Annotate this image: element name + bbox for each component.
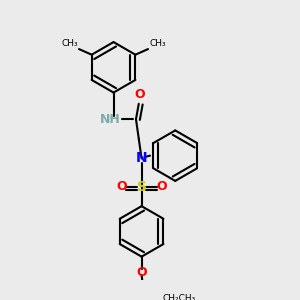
Text: N: N — [136, 152, 147, 166]
Text: NH: NH — [100, 113, 121, 126]
Text: CH₃: CH₃ — [149, 39, 166, 48]
Text: CH₃: CH₃ — [61, 39, 78, 48]
Text: O: O — [135, 88, 146, 101]
Text: CH₂CH₃: CH₂CH₃ — [163, 294, 196, 300]
Text: O: O — [136, 266, 147, 279]
Text: O: O — [117, 180, 127, 193]
Text: O: O — [156, 180, 166, 193]
Text: S: S — [136, 179, 147, 194]
